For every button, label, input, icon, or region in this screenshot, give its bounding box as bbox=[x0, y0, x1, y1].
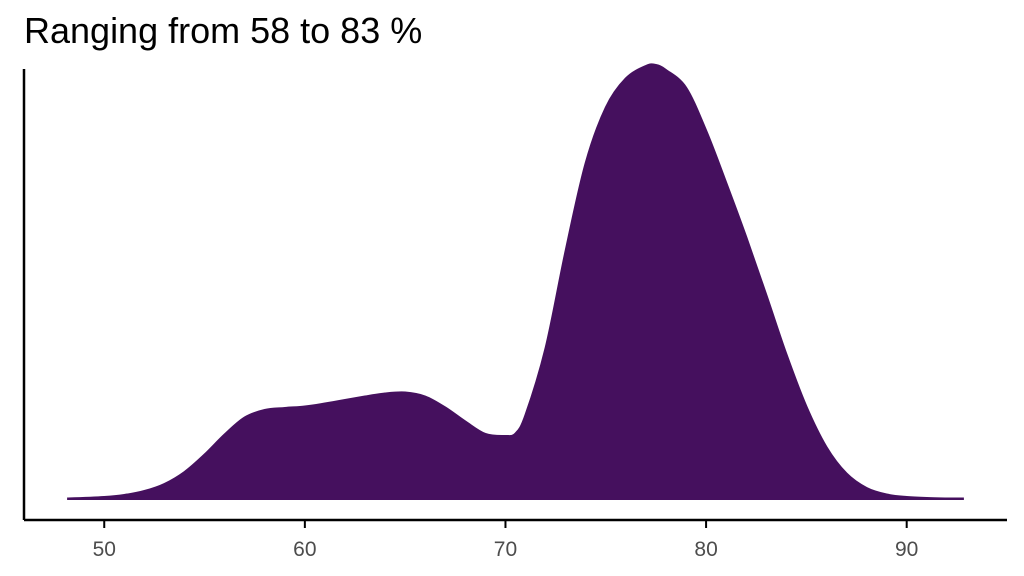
density-area bbox=[67, 63, 964, 500]
x-axis-ticks: 50 60 70 80 90 bbox=[93, 520, 918, 561]
x-tick-label: 80 bbox=[694, 538, 717, 561]
x-tick-label: 60 bbox=[293, 538, 316, 561]
x-tick-label: 90 bbox=[895, 538, 918, 561]
x-tick-label: 70 bbox=[494, 538, 517, 561]
x-tick-label: 50 bbox=[93, 538, 116, 561]
chart-title: Ranging from 58 to 83 % bbox=[24, 10, 423, 51]
